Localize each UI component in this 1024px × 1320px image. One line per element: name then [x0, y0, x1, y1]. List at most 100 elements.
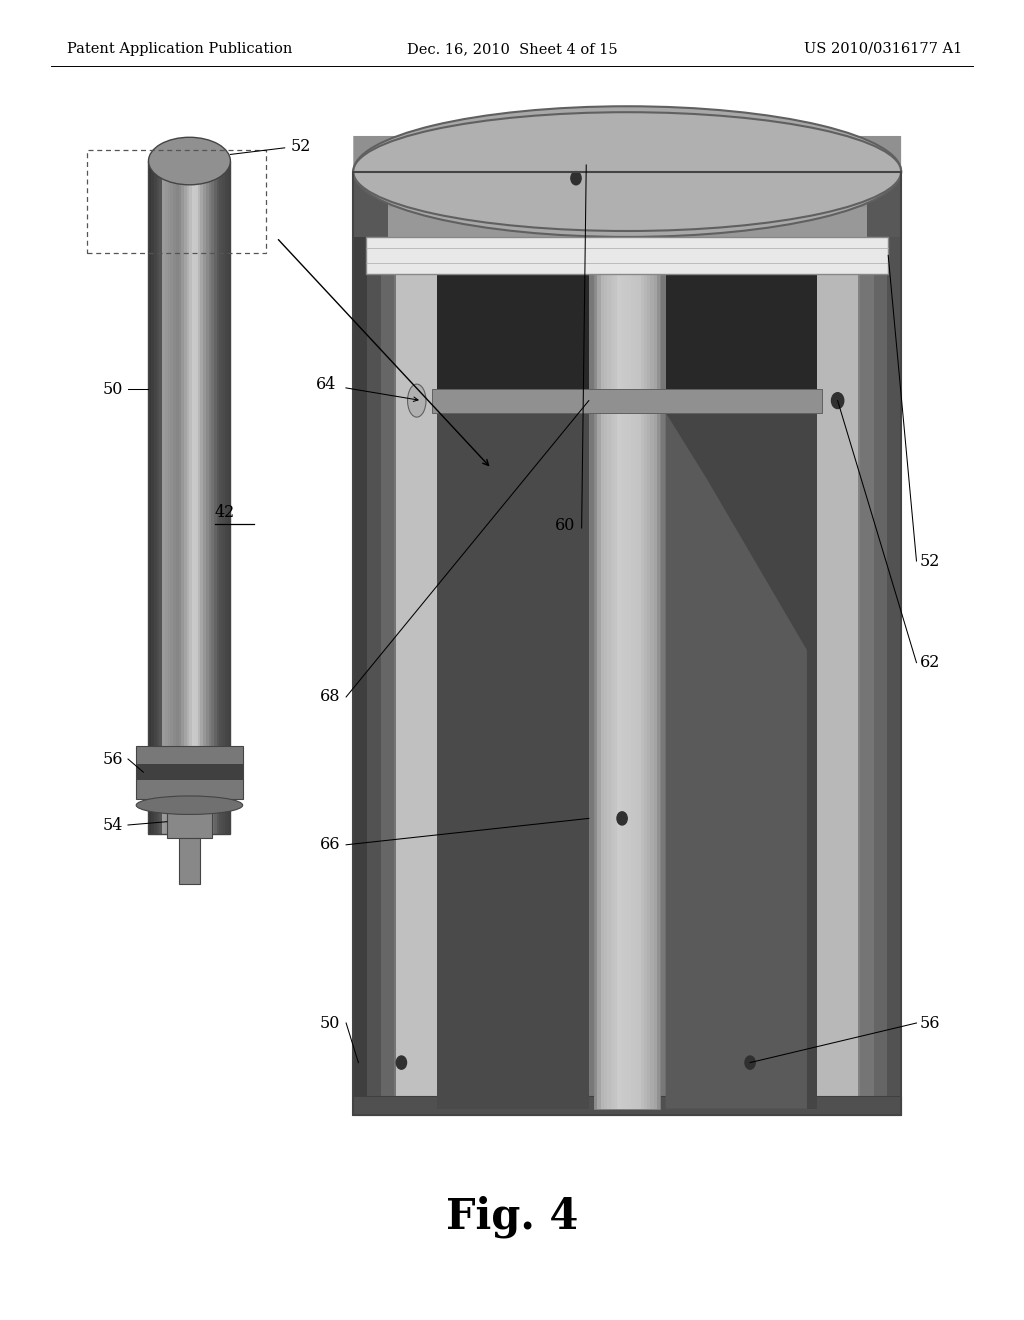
Polygon shape — [396, 275, 437, 1109]
Polygon shape — [723, 172, 737, 1115]
Text: 42: 42 — [215, 504, 236, 521]
Polygon shape — [778, 172, 792, 1115]
Polygon shape — [621, 275, 624, 1109]
Polygon shape — [463, 172, 476, 1115]
Polygon shape — [614, 275, 617, 1109]
Polygon shape — [209, 161, 211, 834]
Text: Fig. 4: Fig. 4 — [445, 1196, 579, 1238]
Polygon shape — [154, 161, 157, 834]
Text: 64: 64 — [315, 376, 336, 393]
Polygon shape — [186, 161, 189, 834]
Polygon shape — [710, 172, 723, 1115]
Text: 66: 66 — [319, 837, 340, 853]
Polygon shape — [634, 275, 637, 1109]
Polygon shape — [666, 275, 817, 1109]
Polygon shape — [594, 275, 597, 1109]
Text: 60: 60 — [555, 517, 575, 533]
Polygon shape — [873, 172, 888, 1115]
Polygon shape — [654, 275, 657, 1109]
Polygon shape — [504, 172, 518, 1115]
Ellipse shape — [353, 112, 901, 231]
Polygon shape — [148, 161, 152, 834]
Polygon shape — [367, 172, 381, 1115]
Polygon shape — [666, 275, 817, 388]
Polygon shape — [162, 161, 165, 834]
Text: 50: 50 — [319, 1015, 340, 1031]
Polygon shape — [610, 275, 614, 1109]
Polygon shape — [173, 161, 176, 834]
Polygon shape — [695, 172, 710, 1115]
Circle shape — [571, 172, 582, 185]
Ellipse shape — [353, 107, 901, 236]
Polygon shape — [222, 161, 225, 834]
Polygon shape — [597, 275, 600, 1109]
Polygon shape — [682, 172, 695, 1115]
Polygon shape — [178, 161, 181, 834]
Polygon shape — [160, 161, 162, 834]
Polygon shape — [157, 161, 160, 834]
Polygon shape — [219, 161, 222, 834]
Polygon shape — [657, 275, 660, 1109]
Polygon shape — [189, 161, 193, 834]
Text: 52: 52 — [291, 139, 311, 154]
Circle shape — [745, 1056, 756, 1069]
Polygon shape — [168, 161, 170, 834]
Polygon shape — [432, 388, 822, 412]
Polygon shape — [545, 172, 559, 1115]
Polygon shape — [559, 172, 572, 1115]
Polygon shape — [866, 172, 901, 238]
Polygon shape — [600, 275, 604, 1109]
Polygon shape — [792, 172, 805, 1115]
Polygon shape — [211, 161, 214, 834]
Text: Dec. 16, 2010  Sheet 4 of 15: Dec. 16, 2010 Sheet 4 of 15 — [407, 42, 617, 55]
Polygon shape — [846, 172, 860, 1115]
Text: 68: 68 — [319, 689, 340, 705]
Circle shape — [616, 812, 627, 825]
Polygon shape — [617, 275, 621, 1109]
Polygon shape — [860, 172, 873, 1115]
Text: 54: 54 — [102, 817, 123, 833]
Polygon shape — [206, 161, 209, 834]
Text: 56: 56 — [102, 751, 123, 767]
Polygon shape — [627, 172, 641, 1115]
Polygon shape — [600, 172, 613, 1115]
Polygon shape — [396, 275, 858, 1109]
Polygon shape — [737, 172, 751, 1115]
Polygon shape — [613, 172, 627, 1115]
Polygon shape — [644, 275, 647, 1109]
Polygon shape — [408, 172, 422, 1115]
Polygon shape — [833, 172, 846, 1115]
Polygon shape — [666, 412, 807, 1109]
Polygon shape — [167, 805, 212, 838]
Polygon shape — [227, 161, 230, 834]
Polygon shape — [819, 172, 833, 1115]
Polygon shape — [181, 161, 184, 834]
Polygon shape — [476, 172, 490, 1115]
Polygon shape — [637, 275, 641, 1109]
Polygon shape — [654, 172, 669, 1115]
Polygon shape — [641, 172, 654, 1115]
Polygon shape — [888, 172, 901, 1115]
Polygon shape — [367, 238, 888, 275]
Text: 62: 62 — [920, 655, 940, 671]
Polygon shape — [817, 275, 858, 1109]
Polygon shape — [572, 172, 586, 1115]
Circle shape — [831, 393, 844, 409]
Polygon shape — [381, 172, 394, 1115]
Polygon shape — [193, 161, 195, 834]
Polygon shape — [176, 161, 178, 834]
FancyBboxPatch shape — [353, 136, 901, 207]
Polygon shape — [647, 275, 650, 1109]
Polygon shape — [198, 161, 201, 834]
Polygon shape — [165, 161, 168, 834]
Text: 52: 52 — [920, 553, 940, 569]
Polygon shape — [394, 172, 408, 1115]
Polygon shape — [666, 412, 817, 1109]
Polygon shape — [631, 275, 634, 1109]
Polygon shape — [217, 161, 219, 834]
Polygon shape — [604, 275, 607, 1109]
Polygon shape — [607, 275, 610, 1109]
Polygon shape — [170, 161, 173, 834]
Polygon shape — [195, 161, 198, 834]
Polygon shape — [641, 275, 644, 1109]
